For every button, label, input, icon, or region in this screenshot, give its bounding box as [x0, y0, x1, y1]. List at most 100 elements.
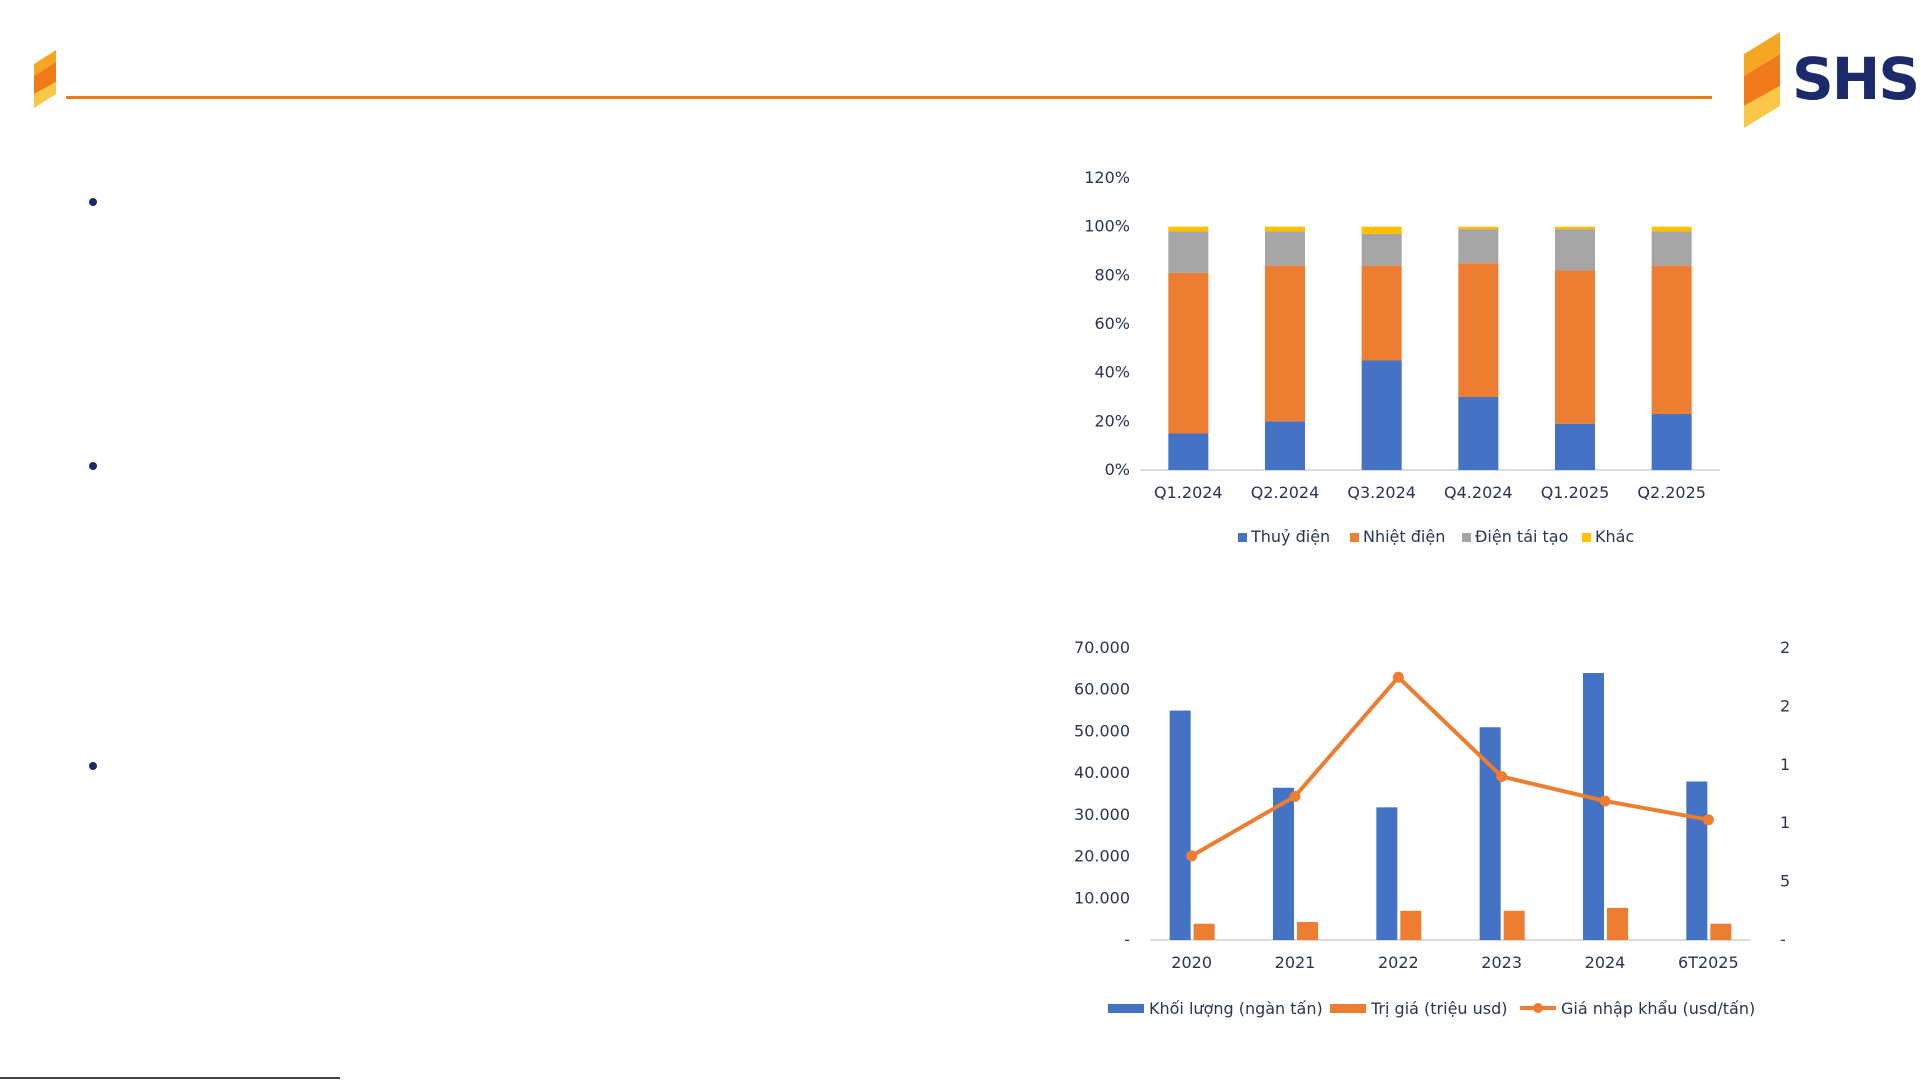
y-tick-label: 20.000 — [1074, 847, 1130, 866]
y-tick-label: 10.000 — [1074, 888, 1130, 907]
legend-swatch — [1108, 1004, 1144, 1013]
x-tick-label: Q1.2024 — [1154, 483, 1223, 502]
y2-tick-label: - — [1780, 930, 1786, 949]
y-tick-label: 100% — [1084, 217, 1130, 236]
bar-segment — [1458, 226, 1499, 230]
y-tick-label: 60% — [1094, 314, 1130, 333]
bar-segment — [1361, 360, 1402, 470]
y-tick-label: 40% — [1094, 363, 1130, 382]
y-tick-label: 120% — [1084, 168, 1130, 187]
bullet-point — [89, 198, 97, 206]
price-point — [1392, 671, 1404, 683]
legend-swatch — [1582, 533, 1591, 542]
x-tick-label: 2024 — [1585, 953, 1626, 972]
legend-swatch — [1238, 533, 1247, 542]
y-tick-label: 40.000 — [1074, 763, 1130, 782]
price-point — [1702, 814, 1714, 826]
price-point — [1599, 795, 1611, 807]
bar-segment — [1168, 231, 1209, 273]
y2-tick-label: 200 — [1780, 696, 1790, 715]
bar-segment — [1458, 229, 1499, 264]
legend-swatch — [1330, 1004, 1366, 1013]
y-tick-label: 20% — [1094, 411, 1130, 430]
y-tick-label: 70.000 — [1074, 638, 1130, 657]
import-chart-svg: - 10.000 20.000 30.000 40.000 50.000 60.000 70.… — [1074, 638, 1811, 1018]
bar-segment — [1458, 263, 1499, 397]
y-tick-label: 50.000 — [1074, 721, 1130, 740]
y2-tick-label: 100 — [1780, 813, 1790, 832]
legend-marker — [1533, 1003, 1543, 1013]
import-chart: - 10.000 20.000 30.000 40.000 50.000 60.000 70.… — [1060, 630, 1811, 1025]
bar — [1169, 710, 1191, 940]
bar — [1686, 781, 1708, 940]
bar-segment — [1555, 229, 1595, 271]
legend-label: Thuỷ điện — [1250, 527, 1330, 546]
bar — [1273, 787, 1294, 940]
brand-name: SHS — [1792, 45, 1920, 113]
bar-segment — [1555, 423, 1595, 470]
bar-segment — [1168, 433, 1209, 470]
legend-label: Giá nhập khẩu (usd/tấn) — [1561, 999, 1755, 1018]
bar — [1710, 923, 1732, 940]
legend-swatch — [1462, 533, 1471, 542]
legend-label: Điện tái tạo — [1475, 527, 1568, 546]
bar-segment — [1555, 226, 1595, 230]
x-tick-label: 2020 — [1171, 953, 1212, 972]
bar-segment — [1361, 226, 1402, 234]
x-tick-label: 2022 — [1378, 953, 1419, 972]
x-tick-label: Q2.2025 — [1637, 483, 1706, 502]
x-tick-label: Q2.2024 — [1251, 483, 1320, 502]
legend-label: Khác — [1595, 527, 1634, 546]
y-tick-label: 0% — [1105, 460, 1130, 479]
bar-segment — [1458, 397, 1499, 470]
price-point — [1496, 770, 1508, 782]
bar-segment — [1555, 270, 1595, 424]
bar-segment — [1265, 226, 1305, 232]
y-tick-label: - — [1124, 930, 1130, 949]
bar-segment — [1361, 265, 1402, 361]
price-line — [1190, 675, 1709, 858]
bar — [1503, 910, 1525, 940]
bullet-point — [89, 762, 97, 770]
bar-segment — [1265, 421, 1305, 470]
y2-tick-label: 250 — [1780, 638, 1790, 657]
bullet-point — [89, 462, 97, 470]
legend-label: Nhiệt điện — [1363, 527, 1445, 546]
x-tick-label: 6T2025 — [1678, 953, 1739, 972]
y2-tick-label: 50 — [1780, 872, 1790, 891]
price-point — [1186, 850, 1198, 862]
bar — [1583, 673, 1604, 940]
bar — [1297, 922, 1318, 940]
bar — [1193, 923, 1215, 940]
x-tick-label: Q4.2024 — [1444, 483, 1513, 502]
bar-segment — [1265, 265, 1305, 422]
bar-segment — [1265, 231, 1305, 266]
price-point — [1289, 790, 1301, 802]
legend-swatch — [1350, 533, 1359, 542]
bar-segment — [1168, 272, 1209, 434]
bar — [1607, 907, 1628, 940]
x-tick-label: Q3.2024 — [1347, 483, 1416, 502]
shs-logo-icon — [1744, 32, 1780, 128]
bar-segment — [1651, 265, 1692, 415]
brand-logo: SHS — [1740, 32, 1920, 128]
x-tick-label: 2021 — [1275, 953, 1316, 972]
brand-mark-icon — [34, 50, 56, 108]
y-tick-label: 30.000 — [1074, 805, 1130, 824]
footnote-divider — [0, 1077, 340, 1079]
bar — [1400, 910, 1422, 940]
bar-segment — [1168, 226, 1209, 232]
y-tick-label: 60.000 — [1074, 680, 1130, 699]
bar — [1376, 807, 1398, 940]
x-tick-label: Q1.2025 — [1541, 483, 1610, 502]
legend-label: Khối lượng (ngàn tấn) — [1149, 999, 1323, 1018]
power-mix-chart-svg: 0% 20% 40% 60% 80% 100% 120% Q1.2024 Q2.2024 Q3.2… — [1084, 168, 1720, 546]
bar-segment — [1651, 414, 1692, 470]
header-divider — [66, 96, 1712, 99]
bar — [1479, 727, 1501, 940]
y-tick-label: 80% — [1094, 265, 1130, 284]
bar-segment — [1651, 226, 1692, 232]
x-tick-label: 2023 — [1481, 953, 1522, 972]
legend-label: Trị giá (triệu usd) — [1370, 999, 1508, 1018]
bar-segment — [1361, 233, 1402, 266]
